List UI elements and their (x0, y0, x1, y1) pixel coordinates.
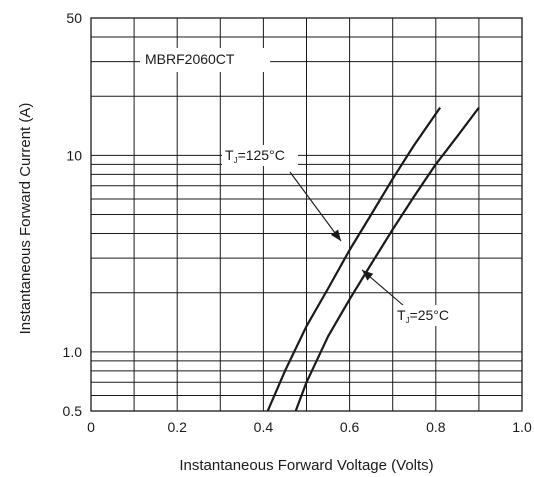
curve-tj-25c (294, 106, 480, 412)
x-tick-label: 0.8 (426, 419, 446, 435)
y-tick-label: 50 (66, 10, 82, 26)
y-tick-label: 1.0 (63, 344, 83, 360)
curve-tj-125c (266, 106, 442, 412)
annotation-tj-125c: TJ=125°C (225, 147, 285, 165)
y-axis-label: Instantaneous Forward Current (A) (17, 103, 34, 335)
plot-frame (90, 17, 523, 412)
annotation-bg (394, 305, 470, 326)
x-tick-label: 0 (87, 419, 95, 435)
series-annotations: TJ=125°C TJ=25°C (222, 145, 470, 326)
part-label-box: MBRF2060CT (140, 48, 270, 72)
arrow-head-icon (330, 229, 341, 241)
leader-line (289, 171, 342, 242)
annotation-bg (222, 145, 298, 166)
y-tick-label: 0.5 (63, 403, 83, 419)
x-tick-label: 1.0 (512, 419, 532, 435)
y-tick-label: 10 (66, 147, 82, 163)
x-tick-label: 0.6 (340, 419, 360, 435)
tick-labels: 0 0.2 0.4 0.6 0.8 1.0 0.5 1.0 10 50 (63, 10, 532, 435)
x-axis-label: Instantaneous Forward Voltage (Volts) (179, 457, 433, 474)
arrow-head-icon (362, 270, 374, 281)
curves (266, 106, 480, 412)
x-tick-label: 0.2 (167, 419, 187, 435)
annotation-tj-25c: TJ=25°C (397, 307, 449, 325)
part-number-label: MBRF2060CT (145, 51, 235, 67)
grid (91, 18, 522, 411)
x-tick-label: 0.4 (254, 419, 274, 435)
